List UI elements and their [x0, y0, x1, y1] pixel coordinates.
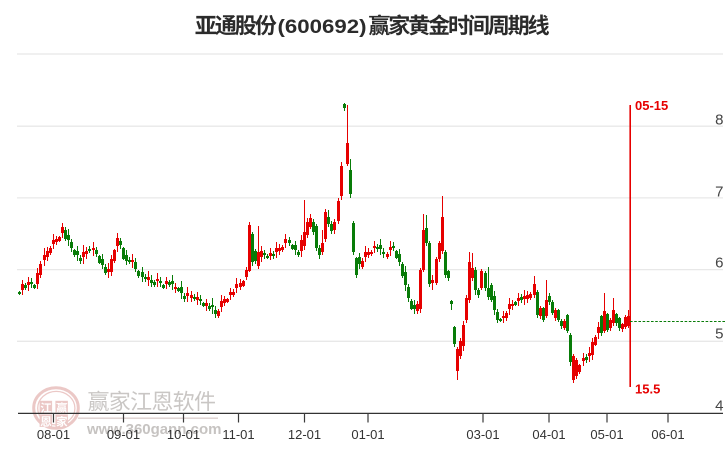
- svg-text:06-01: 06-01: [651, 427, 684, 442]
- svg-text:11-01: 11-01: [222, 427, 254, 442]
- svg-text:6: 6: [715, 255, 723, 272]
- svg-text:03-01: 03-01: [466, 427, 499, 442]
- svg-text:01-01: 01-01: [351, 427, 384, 442]
- svg-text:04-01: 04-01: [532, 427, 565, 442]
- svg-text:08-01: 08-01: [37, 427, 70, 442]
- svg-text:5: 5: [715, 326, 723, 343]
- svg-text:05-01: 05-01: [590, 427, 623, 442]
- svg-text:12-01: 12-01: [288, 427, 321, 442]
- svg-text:www.360gann.com: www.360gann.com: [86, 421, 221, 438]
- svg-text:10-01: 10-01: [167, 427, 200, 442]
- svg-text:7: 7: [715, 184, 723, 201]
- svg-text:(600692): (600692): [278, 17, 367, 38]
- svg-text:4: 4: [715, 398, 723, 415]
- svg-text:05-15: 05-15: [635, 98, 668, 113]
- svg-text:09-01: 09-01: [107, 427, 140, 442]
- svg-text:15.5: 15.5: [635, 382, 660, 397]
- svg-text:8: 8: [715, 112, 723, 129]
